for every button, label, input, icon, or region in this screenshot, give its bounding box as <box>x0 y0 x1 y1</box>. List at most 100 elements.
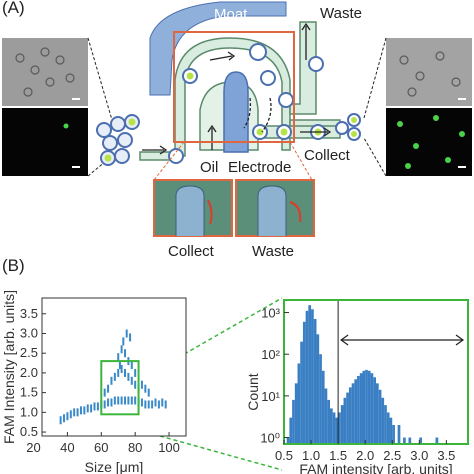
scatter-point <box>69 410 72 419</box>
droplets-brightfield-left <box>15 47 75 97</box>
scatter-plot: 0.5 1.0 1.5 2.0 2.5 3.0 3.5 20 40 60 80 100 Size [μm… <box>1 290 187 474</box>
flow-arrows <box>142 22 332 155</box>
y-tick-label: 2.0 <box>20 365 38 380</box>
histogram-bar <box>381 397 385 444</box>
y-tick-label: 3.0 <box>20 325 38 340</box>
inset-line <box>289 141 313 181</box>
scatter-point <box>134 396 137 405</box>
channel-droplets <box>168 43 326 164</box>
histogram-bar <box>367 370 371 444</box>
scatter-point <box>73 408 76 417</box>
histogram-bar <box>384 405 387 444</box>
zoom-region <box>173 31 295 143</box>
histogram-bar <box>343 397 347 444</box>
scatter-point <box>120 396 123 405</box>
scale-bar-3 <box>458 98 466 100</box>
arrow-head-right <box>455 334 465 346</box>
histogram-bar <box>294 383 298 444</box>
scatter-point <box>117 353 120 362</box>
scatter-point <box>113 372 116 381</box>
input-droplet-cluster <box>96 114 140 166</box>
y-tick-label: 10² <box>261 347 280 362</box>
scatter-point <box>134 368 137 377</box>
histogram-bar <box>332 412 336 444</box>
histogram-bar <box>435 437 439 444</box>
scatter-point <box>130 361 133 370</box>
scatter-point <box>76 408 79 417</box>
y-tick-label: 10⁰ <box>260 431 280 446</box>
histogram-bar <box>338 412 341 444</box>
histogram-bar <box>289 417 293 444</box>
y-tick-label: 10³ <box>261 306 280 321</box>
y-tick-label: 1.5 <box>20 385 38 400</box>
y-tick-label: 1.0 <box>20 404 38 419</box>
scatter-point <box>164 400 167 409</box>
histogram-bar <box>327 399 330 444</box>
histogram-bar <box>321 370 325 444</box>
scatter-point <box>147 388 150 397</box>
x-tick-label: 1.5 <box>329 448 347 463</box>
inset-arrow <box>289 201 302 223</box>
histogram-bar <box>300 341 303 444</box>
inset-electrode <box>257 185 287 236</box>
histogram-bar <box>419 437 422 444</box>
scatter-point <box>144 384 147 393</box>
scatter-point <box>107 398 110 407</box>
histogram-bar <box>378 389 382 444</box>
x-tick-label: 3.5 <box>437 448 455 463</box>
zoom-line <box>87 37 113 121</box>
scatter-point <box>127 396 130 405</box>
inset-arrow <box>207 199 213 225</box>
scale-bar-4 <box>458 166 466 168</box>
scatter-point <box>130 396 133 405</box>
label-moat: Moat <box>214 6 248 23</box>
electrode <box>223 71 249 153</box>
droplets-brightfield-right <box>399 51 461 97</box>
x-tick-label: 2.0 <box>356 448 374 463</box>
x-tick-label: 3.0 <box>410 448 428 463</box>
scatter-point <box>93 402 96 411</box>
panel-b-label: (B) <box>2 256 25 275</box>
histogram-bar <box>316 334 320 444</box>
label-inset-collect: Collect <box>168 243 215 260</box>
x-tick-label: 80 <box>128 440 142 455</box>
x-axis-label: Size [μm] <box>85 459 144 474</box>
scatter-point <box>130 376 133 385</box>
scatter-frame <box>41 297 187 437</box>
scatter-point <box>103 400 106 409</box>
panel-b-charts: 0.5 1.0 1.5 2.0 2.5 3.0 3.5 20 40 60 80 100 Size [μm… <box>1 290 469 474</box>
y-tick-label: 2.5 <box>20 345 38 360</box>
scale-bar-1 <box>72 98 80 100</box>
x-tick-label: 2.5 <box>383 448 401 463</box>
panel-a-figure: Moat Waste Oil Electrode Collect Collect… <box>2 1 472 260</box>
fluorescent-droplet <box>63 123 69 129</box>
arrow-head-left <box>340 334 349 346</box>
y-axis-label: Count <box>245 373 261 410</box>
scatter-point <box>117 396 120 405</box>
histogram-bar <box>305 310 309 444</box>
histogram-bar <box>335 417 339 444</box>
histogram-bar <box>348 387 352 444</box>
histogram-bar <box>397 425 401 444</box>
histogram-bar <box>357 375 360 444</box>
scatter-point <box>107 384 110 393</box>
micrograph-fluorescence-left <box>2 108 88 176</box>
x-tick-label: 1.0 <box>302 448 320 463</box>
y-axis-label: FAM Intensity [arb. units] <box>1 290 17 444</box>
histogram-bar <box>286 437 290 444</box>
histogram-bar <box>346 392 349 444</box>
scatter-point <box>120 345 123 354</box>
label-waste: Waste <box>320 5 362 22</box>
label-inset-waste: Waste <box>252 243 294 260</box>
histogram-bar <box>302 321 306 444</box>
histogram-bar <box>389 417 393 444</box>
histogram-bar <box>292 399 295 444</box>
gate-zoom-line <box>159 435 283 471</box>
scatter-point <box>110 376 113 385</box>
scatter-point <box>140 380 143 389</box>
histogram-bar <box>297 363 301 444</box>
histogram-bar <box>365 369 368 444</box>
panel-a-label: (A) <box>2 0 25 17</box>
micrograph-brightfield-left <box>2 38 88 106</box>
scatter-point <box>129 333 132 342</box>
